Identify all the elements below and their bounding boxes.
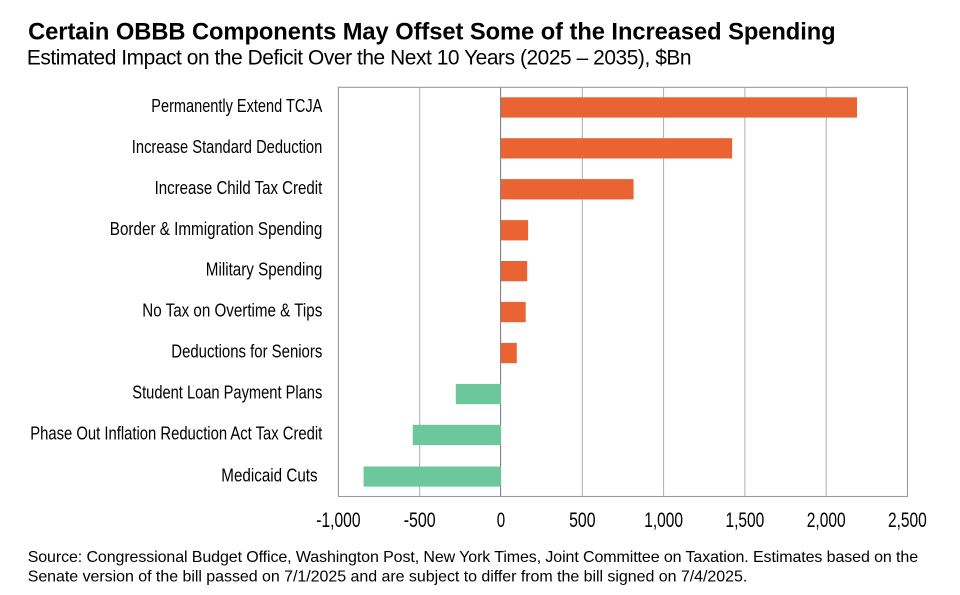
svg-text:Border & Immigration Spending: Border & Immigration Spending [110, 219, 323, 239]
svg-text:-500: -500 [404, 509, 436, 532]
svg-text:Student Loan Payment Plans: Student Loan Payment Plans [132, 383, 322, 403]
svg-text:0: 0 [497, 509, 505, 532]
svg-text:Increase Child Tax Credit: Increase Child Tax Credit [155, 178, 323, 198]
svg-text:-1,000: -1,000 [316, 509, 360, 532]
svg-text:2,500: 2,500 [888, 509, 927, 532]
svg-text:2,000: 2,000 [807, 509, 846, 532]
svg-text:1,500: 1,500 [726, 509, 765, 532]
svg-text:Estimated Impact on the Defici: Estimated Impact on the Deficit Over the… [27, 47, 691, 70]
svg-text:Medicaid Cuts: Medicaid Cuts [221, 466, 317, 486]
svg-text:1,000: 1,000 [644, 509, 683, 532]
svg-text:Source: Congressional Budget O: Source: Congressional Budget Office, Was… [28, 549, 919, 566]
svg-text:Certain OBBB Components May Of: Certain OBBB Components May Offset Some … [28, 20, 836, 46]
svg-text:500: 500 [569, 509, 595, 532]
svg-text:Military Spending: Military Spending [206, 260, 323, 280]
svg-text:Senate version of the bill pas: Senate version of the bill passed on 7/1… [28, 569, 748, 586]
svg-text:Phase Out Inflation Reduction: Phase Out Inflation Reduction Act Tax Cr… [30, 423, 322, 443]
svg-text:Deductions for Seniors: Deductions for Seniors [171, 342, 322, 362]
svg-text:Increase Standard Deduction: Increase Standard Deduction [132, 137, 323, 157]
svg-text:No Tax on Overtime & Tips: No Tax on Overtime & Tips [142, 301, 322, 321]
svg-text:Permanently Extend TCJA: Permanently Extend TCJA [151, 96, 322, 116]
